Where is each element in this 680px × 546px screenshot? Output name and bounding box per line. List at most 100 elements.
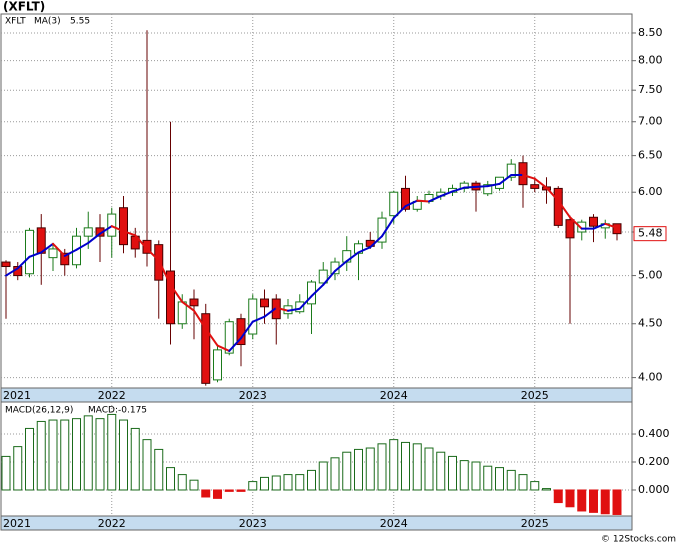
y-tick-label: 4.00 bbox=[638, 371, 663, 384]
ma-line bbox=[545, 186, 560, 202]
macd-bar bbox=[177, 474, 187, 491]
macd-bar bbox=[495, 467, 504, 491]
candle-body bbox=[83, 227, 93, 237]
macd-bar bbox=[483, 465, 493, 491]
macd-bar bbox=[565, 489, 575, 508]
ma-line bbox=[392, 205, 407, 220]
x-tick-label: 2025 bbox=[521, 389, 549, 402]
ma-line bbox=[604, 222, 618, 229]
ma-line bbox=[569, 216, 583, 230]
ma-line bbox=[416, 199, 430, 203]
macd-bar bbox=[224, 489, 234, 492]
ma-line bbox=[475, 185, 489, 188]
macd-bar bbox=[154, 448, 164, 491]
x-axis-strip bbox=[0, 515, 633, 531]
x-tick-label: 2021 bbox=[3, 389, 31, 402]
ma-line bbox=[322, 270, 336, 286]
ma-line bbox=[275, 306, 289, 312]
macd-bar bbox=[412, 443, 422, 491]
y-tick-label: 0.200 bbox=[638, 455, 670, 468]
macd-bar bbox=[295, 474, 305, 491]
candle-body bbox=[166, 270, 175, 325]
candle-body bbox=[107, 213, 117, 237]
candle-body bbox=[119, 207, 128, 246]
candle-body bbox=[189, 298, 199, 307]
macd-bar bbox=[13, 446, 23, 491]
macd-bar bbox=[553, 489, 563, 504]
candle-body bbox=[25, 229, 34, 275]
ma-line bbox=[204, 327, 219, 347]
legend-symbol: XFLT bbox=[5, 17, 26, 27]
ma-line bbox=[110, 225, 125, 233]
macd-bar bbox=[283, 474, 293, 491]
last-price-box bbox=[633, 226, 667, 242]
candle-body bbox=[213, 349, 222, 381]
candle-body bbox=[518, 162, 528, 186]
ma-line bbox=[381, 217, 395, 238]
ma-line bbox=[345, 251, 360, 263]
candle-body bbox=[60, 252, 70, 266]
ma-line bbox=[428, 195, 442, 203]
y-tick-label: 7.50 bbox=[638, 83, 663, 96]
candle-body bbox=[201, 313, 211, 384]
ma-line bbox=[522, 174, 536, 180]
candle-body bbox=[248, 298, 258, 335]
macd-bar bbox=[213, 489, 222, 499]
candle-body bbox=[565, 219, 575, 239]
macd-bar bbox=[307, 469, 316, 491]
x-tick-label: 2024 bbox=[380, 517, 408, 530]
y-tick-label: 0.400 bbox=[638, 427, 670, 440]
macd-bar bbox=[377, 443, 387, 491]
macd-bar bbox=[271, 475, 281, 491]
ma-line bbox=[28, 251, 43, 258]
ma-line bbox=[451, 186, 466, 193]
y-tick-label: 5.00 bbox=[638, 269, 663, 282]
y-tick-label: 4.50 bbox=[638, 317, 663, 330]
ma-line bbox=[87, 232, 101, 244]
macd-bar bbox=[107, 413, 117, 491]
x-tick-label: 2025 bbox=[521, 517, 549, 530]
footer: © 12Stocks.com bbox=[601, 535, 676, 545]
ma-line bbox=[75, 241, 90, 251]
ma-line bbox=[334, 260, 348, 273]
y-tick-label: 6.00 bbox=[638, 185, 663, 198]
candle-body bbox=[48, 248, 58, 259]
candle-body bbox=[318, 269, 328, 284]
legend-macd: MACD(26,12,9) bbox=[5, 406, 73, 416]
macd-bar bbox=[401, 441, 410, 491]
macd-bar bbox=[600, 489, 610, 515]
macd-bar bbox=[542, 488, 551, 491]
ma-line bbox=[357, 246, 372, 254]
ma-line bbox=[263, 306, 278, 318]
candle-body bbox=[295, 301, 305, 313]
macd-bar bbox=[577, 489, 587, 512]
ma-line bbox=[486, 182, 501, 188]
ma-line bbox=[146, 247, 160, 262]
candle-body bbox=[506, 163, 516, 178]
macd-bar bbox=[201, 489, 211, 498]
macd-bar bbox=[342, 451, 352, 491]
macd-bar bbox=[48, 419, 58, 491]
ma-line bbox=[498, 174, 513, 185]
ma-line bbox=[157, 259, 172, 286]
ma-line bbox=[181, 300, 195, 312]
candle-body bbox=[530, 184, 540, 189]
candle-body bbox=[577, 221, 587, 233]
ma-line bbox=[298, 295, 313, 310]
macd-bar bbox=[189, 479, 199, 491]
macd-bar bbox=[436, 451, 446, 491]
ma-line bbox=[63, 248, 78, 257]
ma-line bbox=[5, 267, 19, 277]
ma-line bbox=[533, 177, 548, 189]
macd-bar bbox=[130, 427, 140, 491]
title: (XFLT) bbox=[3, 0, 45, 14]
x-tick-label: 2022 bbox=[98, 517, 126, 530]
macd-bar bbox=[318, 461, 328, 491]
x-tick-label: 2023 bbox=[239, 517, 267, 530]
macd-bar bbox=[365, 447, 375, 491]
macd-bar bbox=[354, 448, 363, 491]
macd-bar bbox=[506, 469, 516, 491]
macd-bar bbox=[330, 457, 340, 491]
y-tick-label: 8.50 bbox=[638, 26, 663, 39]
